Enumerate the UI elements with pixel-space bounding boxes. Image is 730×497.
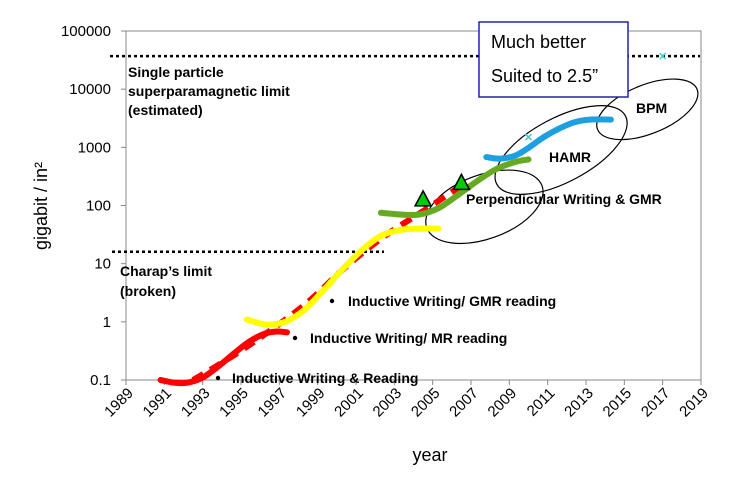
x-axis-title: year <box>412 445 447 465</box>
x-tick-label: 1999 <box>293 385 329 421</box>
superparamagnetic-limit-line-1: Single particle <box>128 64 224 80</box>
charap-limit-line-2: (broken) <box>120 283 176 299</box>
triangle-marker <box>413 189 433 207</box>
region-label-hamr: HAMR <box>549 149 591 165</box>
x-tick-label: 2015 <box>600 385 636 421</box>
x-tick-label: 2001 <box>331 385 367 421</box>
series-line <box>243 225 442 328</box>
x-tick-label: 1993 <box>178 385 214 421</box>
cross-stroke <box>659 52 667 60</box>
bullet-icon <box>215 375 221 381</box>
annotation-gmr-reading-text: Inductive Writing/ GMR reading <box>348 293 556 309</box>
annotation-mr-reading-text: Inductive Writing/ MR reading <box>310 330 507 346</box>
region-label-bpm: BPM <box>636 100 667 116</box>
region-ellipse <box>596 78 699 141</box>
triangle-marker <box>452 172 471 191</box>
y-axis-title: gigabit / in² <box>31 162 51 250</box>
callout-line-2: Suited to 2.5” <box>491 66 598 86</box>
superparamagnetic-limit-label: Single particle superparamagnetic limit … <box>128 64 294 118</box>
x-tick-label: 2007 <box>446 385 482 421</box>
markers <box>413 52 667 207</box>
cross-stroke <box>524 133 533 141</box>
x-tick-label: 1997 <box>255 385 291 421</box>
callout-line-1: Much better <box>491 32 586 52</box>
series-line <box>483 116 614 162</box>
y-tick-label: 100 <box>86 198 111 215</box>
annotation-inductive-reading: Inductive Writing & Reading <box>215 370 418 386</box>
x-tick-label: 1995 <box>216 385 252 421</box>
region-label-perpendicular: Perpendicular Writing & GMR <box>466 191 662 207</box>
x-tick-label: 2017 <box>638 385 674 421</box>
charap-limit-line-1: Charap’s limit <box>120 263 212 279</box>
series-line <box>377 156 532 219</box>
y-tick-label: 1 <box>103 314 111 331</box>
y-tick-label: 10 <box>94 256 111 273</box>
x-tick-label: 1991 <box>140 385 176 421</box>
callout-frame <box>478 21 629 98</box>
y-tick-label: 0.1 <box>90 372 111 389</box>
bullet-icon <box>292 335 298 341</box>
callout-box: Much better Suited to 2.5” <box>478 21 629 98</box>
annotation-inductive-reading-text: Inductive Writing & Reading <box>232 370 418 386</box>
x-tick-label: 2013 <box>561 385 597 421</box>
x-tick-label: 2003 <box>370 385 406 421</box>
superparamagnetic-limit-line-2: superparamagnetic limit <box>128 83 290 99</box>
superparamagnetic-limit-line-3: (estimated) <box>128 102 203 118</box>
charap-limit-label: Charap’s limit (broken) <box>120 263 216 299</box>
region-ellipse <box>494 105 628 195</box>
y-tick-label: 10000 <box>69 81 111 98</box>
x-tick-label: 2005 <box>408 385 444 421</box>
bullet-icon <box>329 298 335 304</box>
limit-lines <box>110 54 700 254</box>
annotation-mr-reading: Inductive Writing/ MR reading <box>292 330 507 346</box>
x-tick-label: 1989 <box>101 385 137 421</box>
cross-marker <box>524 133 533 141</box>
x-tick-label: 2019 <box>676 385 712 421</box>
y-tick-label: 100000 <box>61 23 111 40</box>
x-tick-label: 2009 <box>485 385 521 421</box>
annotation-gmr-reading: Inductive Writing/ GMR reading <box>329 293 556 309</box>
cross-marker <box>659 52 667 60</box>
series-layer <box>157 116 614 387</box>
x-tick-label: 2011 <box>524 385 559 420</box>
y-tick-label: 1000 <box>78 139 111 156</box>
